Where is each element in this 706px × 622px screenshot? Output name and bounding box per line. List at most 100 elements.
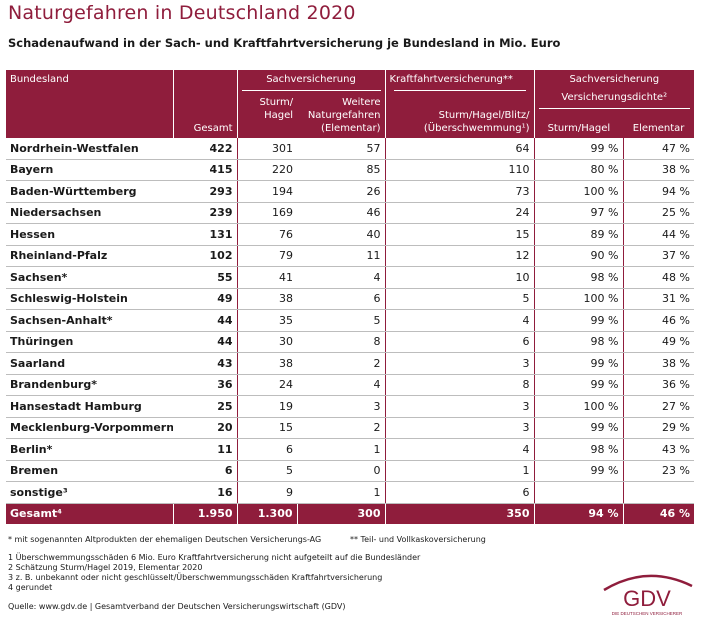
row-dichte-sh: 80 % [534, 159, 624, 181]
row-dichte-sh: 100 % [534, 395, 624, 418]
row-land: Bayern [6, 159, 173, 181]
row-kfz: 8 [385, 374, 535, 396]
row-elementar: 8 [297, 331, 386, 353]
row-dichte-el: 27 % [623, 395, 694, 418]
row-kfz: 73 [385, 180, 535, 203]
header-kraft-sub-1: Sturm/Hagel/Blitz/ [438, 110, 530, 121]
row-gesamt: 102 [173, 245, 238, 267]
row-land: Hessen [6, 223, 173, 246]
row-dichte-el: 31 % [623, 288, 694, 310]
row-dichte-sh: 100 % [534, 288, 624, 310]
row-sturm-hagel: 79 [237, 245, 297, 267]
row-dichte-sh: 100 % [534, 180, 624, 203]
row-land: Berlin* [6, 438, 173, 461]
row-dichte-sh: 89 % [534, 223, 624, 246]
row-sturm-hagel: 38 [237, 288, 297, 310]
footnote-3: 3 z. B. unbekannt oder nicht geschlüssel… [8, 573, 383, 582]
row-gesamt: 293 [173, 180, 238, 203]
row-kfz: 64 [385, 138, 535, 160]
row-elementar: 1 [297, 481, 386, 504]
row-kfz: 24 [385, 202, 535, 224]
row-land: Rheinland-Pfalz [6, 245, 173, 267]
row-sturm-hagel: 15 [237, 417, 297, 439]
page-subtitle: Schadenaufwand in der Sach- und Kraftfah… [8, 36, 561, 50]
row-sturm-hagel: 19 [237, 395, 297, 418]
row-dichte-el: 38 % [623, 352, 694, 375]
row-elementar: 4 [297, 374, 386, 396]
row-land: Baden-Württemberg [6, 180, 173, 203]
row-kfz: 4 [385, 438, 535, 461]
row-gesamt: 11 [173, 438, 238, 461]
row-gesamt: 415 [173, 159, 238, 181]
row-dichte-el: 46 % [623, 309, 694, 332]
table-header-row: Bundesland Gesamt Sachversicherung Sturm… [6, 70, 694, 138]
table-row: Nordrhein-Westfalen 422 301 57 64 99 % 47 % [6, 138, 694, 160]
header-kraft-sub-2: (Überschwemmung¹) [423, 123, 530, 134]
logo-text: GDV [623, 586, 671, 611]
row-kfz: 6 [385, 481, 535, 504]
row-kfz: 3 [385, 395, 535, 418]
row-land: Hansestadt Hamburg [6, 395, 173, 418]
row-sturm-hagel: 6 [237, 438, 297, 461]
row-kfz: 1 [385, 460, 535, 482]
total-label: Gesamt⁴ [6, 503, 173, 524]
row-dichte-sh: 99 % [534, 352, 624, 375]
row-kfz: 12 [385, 245, 535, 267]
table-row: Hansestadt Hamburg 25 19 3 3 100 % 27 % [6, 395, 694, 418]
row-land: Mecklenburg-Vorpommern* [6, 417, 173, 439]
row-sturm-hagel: 169 [237, 202, 297, 224]
row-dichte-el: 38 % [623, 159, 694, 181]
table-row: Schleswig-Holstein 49 38 6 5 100 % 31 % [6, 288, 694, 310]
row-dichte-el: 49 % [623, 331, 694, 353]
row-elementar: 11 [297, 245, 386, 267]
row-land: Niedersachsen [6, 202, 173, 224]
total-dichte-sh: 94 % [533, 503, 623, 524]
table-row: Sachsen-Anhalt* 44 35 5 4 99 % 46 % [6, 309, 694, 332]
header-dichte-el: Elementar [632, 123, 685, 134]
footnote-double-star: ** Teil- und Vollkaskoversicherung [350, 535, 486, 544]
footnote-1: 1 Überschwemmungsschäden 6 Mio. Euro Kra… [8, 553, 421, 562]
row-elementar: 26 [297, 180, 386, 203]
total-elementar: 300 [296, 503, 385, 524]
row-gesamt: 239 [173, 202, 238, 224]
table-row: Saarland 43 38 2 3 99 % 38 % [6, 352, 694, 375]
row-kfz: 4 [385, 309, 535, 332]
damage-table: Bundesland Gesamt Sachversicherung Sturm… [6, 70, 694, 524]
total-gesamt: 1.950 [172, 503, 237, 524]
row-land: Schleswig-Holstein [6, 288, 173, 310]
row-land: Sachsen* [6, 266, 173, 289]
header-weitere-3: (Elementar) [321, 123, 381, 134]
row-land: Brandenburg* [6, 374, 173, 396]
row-kfz: 6 [385, 331, 535, 353]
row-land: Bremen [6, 460, 173, 482]
footnote-star: * mit sogenannten Altprodukten der ehema… [8, 535, 322, 544]
row-sturm-hagel: 24 [237, 374, 297, 396]
row-land: Sachsen-Anhalt* [6, 309, 173, 332]
row-sturm-hagel: 194 [237, 180, 297, 203]
table-row: Sachsen* 55 41 4 10 98 % 48 % [6, 266, 694, 289]
header-sturm-hagel-2: Hagel [264, 110, 294, 121]
gdv-logo: GDV DIE DEUTSCHEN VERSICHERER [592, 568, 702, 618]
table-row: Berlin* 11 6 1 4 98 % 43 % [6, 438, 694, 461]
header-gesamt: Gesamt [172, 70, 237, 138]
row-dichte-el: 48 % [623, 266, 694, 289]
total-sturm-hagel: 1.300 [236, 503, 297, 524]
table-row: Thüringen 44 30 8 6 98 % 49 % [6, 331, 694, 353]
row-gesamt: 20 [173, 417, 238, 439]
table-row: Mecklenburg-Vorpommern* 20 15 2 3 99 % 29 % [6, 417, 694, 439]
row-dichte-el: 29 % [623, 417, 694, 439]
table-row: Bremen 6 5 0 1 99 % 23 % [6, 460, 694, 482]
row-sturm-hagel: 35 [237, 309, 297, 332]
row-kfz: 5 [385, 288, 535, 310]
header-bundesland: Bundesland [6, 70, 173, 138]
row-sturm-hagel: 30 [237, 331, 297, 353]
row-dichte-sh [534, 481, 624, 504]
row-dichte-sh: 98 % [534, 266, 624, 289]
row-sturm-hagel: 38 [237, 352, 297, 375]
header-sturm-hagel-1: Sturm/ [259, 97, 294, 108]
row-dichte-sh: 99 % [534, 417, 624, 439]
row-dichte-sh: 97 % [534, 202, 624, 224]
header-kraftfahrtversicherung: Kraftfahrtversicherung** Sturm/Hagel/Bli… [384, 70, 534, 138]
row-gesamt: 422 [173, 138, 238, 160]
table-row: Hessen 131 76 40 15 89 % 44 % [6, 223, 694, 246]
